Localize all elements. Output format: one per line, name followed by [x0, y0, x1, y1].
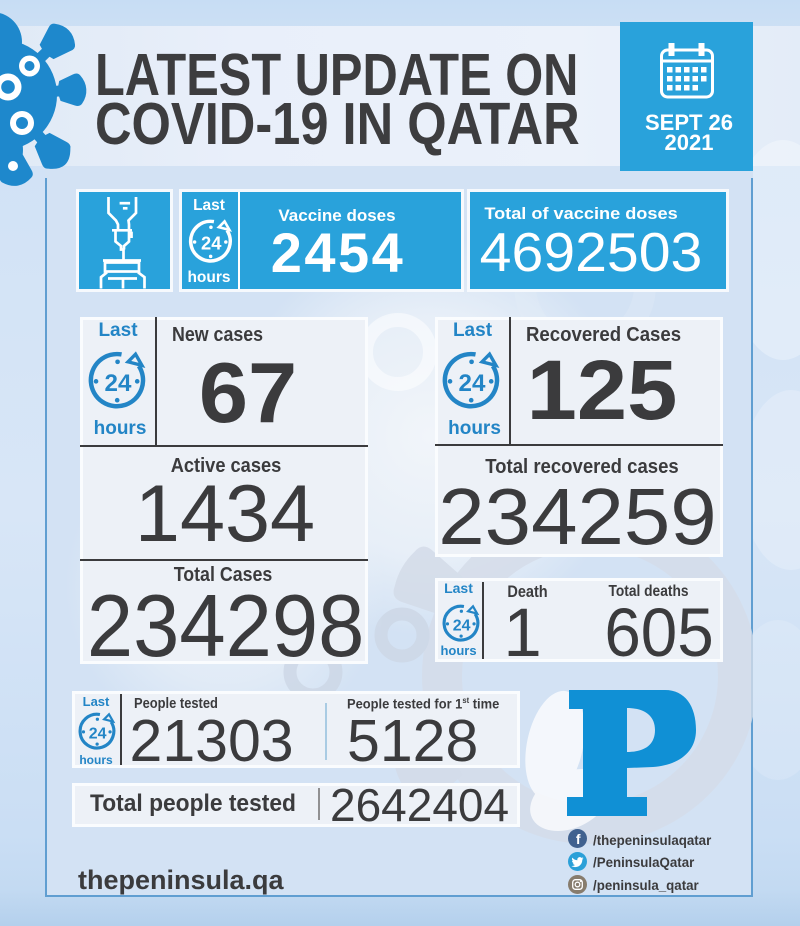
svg-text:24: 24 — [453, 618, 471, 635]
svg-text:f: f — [576, 831, 581, 847]
svg-text:24: 24 — [459, 370, 486, 397]
svg-text:24: 24 — [201, 232, 222, 253]
svg-text:24: 24 — [89, 726, 107, 743]
svg-text:24: 24 — [105, 370, 132, 397]
